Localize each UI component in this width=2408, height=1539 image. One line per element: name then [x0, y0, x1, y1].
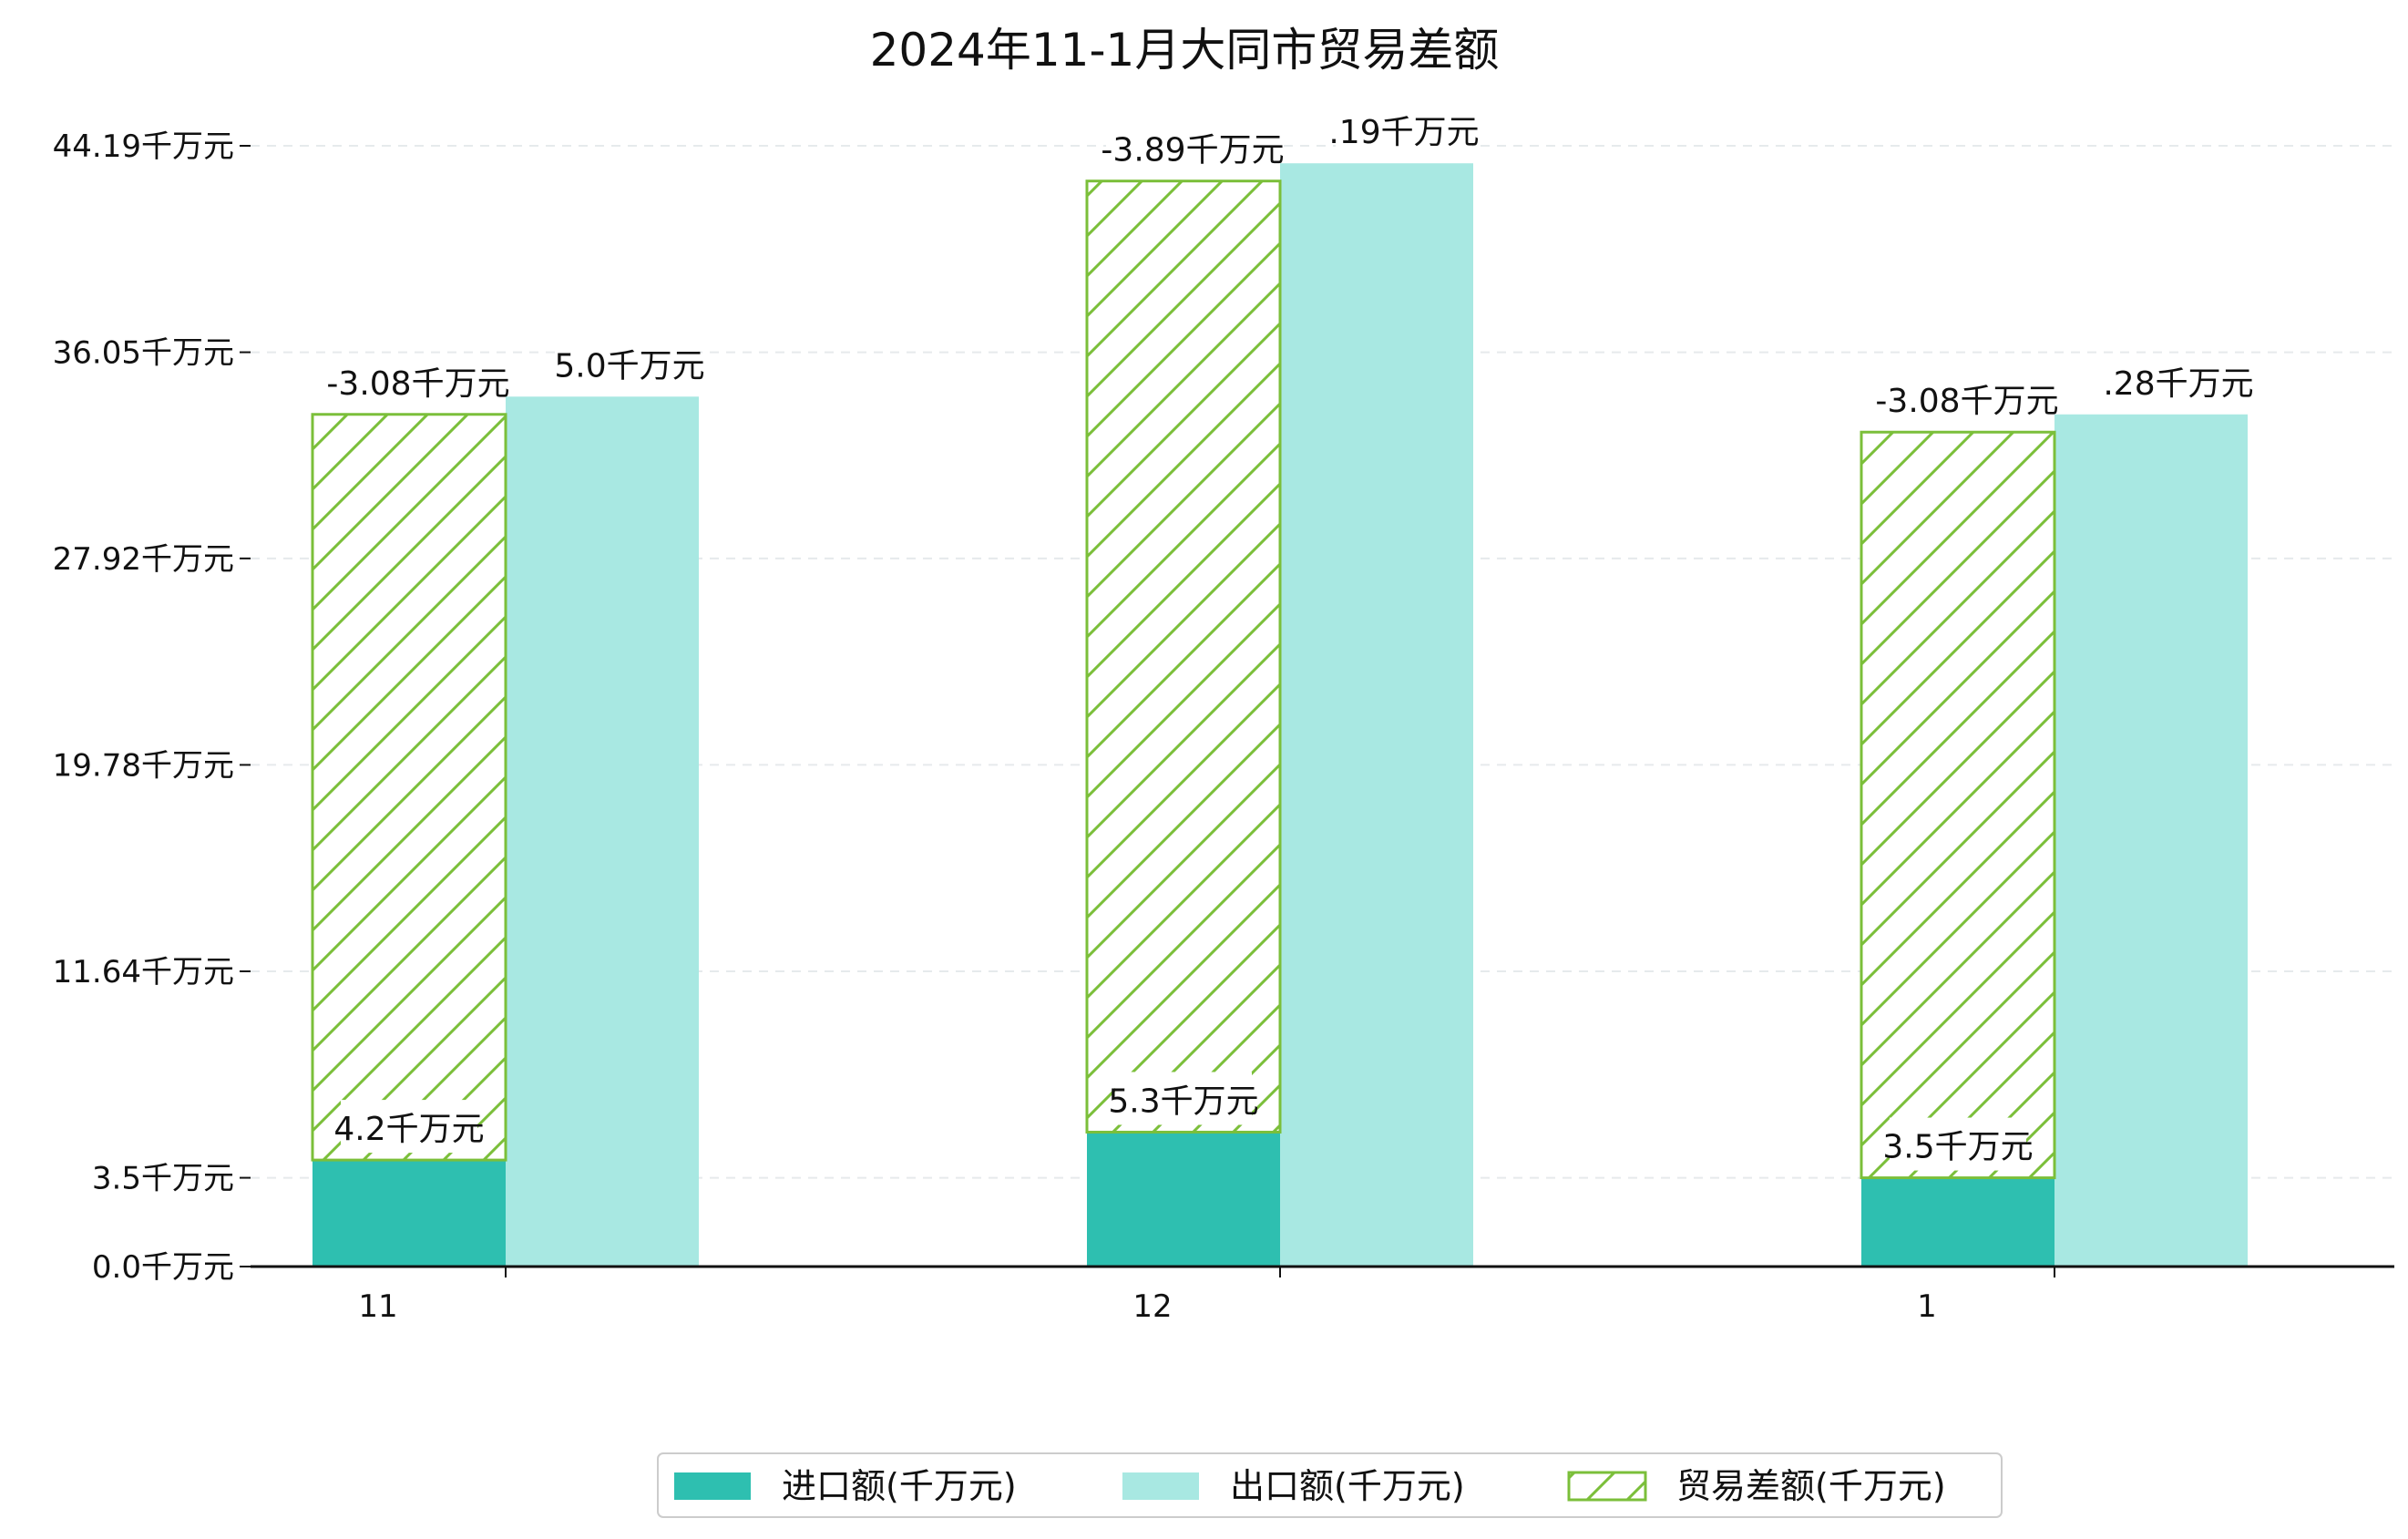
trade-balance-bar: [1860, 430, 2056, 1180]
export-value-label-bg: [561, 336, 698, 390]
legend-export-swatch: [1122, 1472, 1199, 1500]
legend-box: [657, 1452, 2003, 1518]
y-tick-label: 36.05千万元: [53, 335, 234, 372]
export-bar: [506, 396, 699, 1267]
legend-import-label: 进口额(千万元): [782, 1466, 1017, 1506]
import-bar: [1087, 1132, 1280, 1267]
y-tick-label: 27.92千万元: [53, 541, 234, 578]
trade-balance-bar: [311, 413, 507, 1162]
y-tick-label: 3.5千万元: [92, 1161, 234, 1197]
y-tick-label: 44.19千万元: [53, 128, 234, 165]
x-tick-label: 1: [1917, 1288, 1937, 1325]
export-value-label: 5.0千万元: [554, 347, 704, 385]
trade-balance-bar: [1085, 180, 1282, 1134]
legend: 进口额(千万元) 出口额(千万元) 贸易差额(千万元): [657, 1452, 2003, 1518]
export-bar: [1280, 163, 1473, 1267]
export-bar: [2054, 414, 2248, 1267]
chart-title: 2024年11-1月大同市贸易差额: [870, 24, 1500, 77]
y-tick-label: 11.64千万元: [53, 954, 234, 990]
import-bar: [1861, 1177, 2054, 1267]
legend-export-label: 出口额(千万元): [1230, 1466, 1465, 1506]
import-value-label: 4.2千万元: [333, 1111, 484, 1148]
bars: [311, 163, 2248, 1267]
export-value-label-bg: [2110, 354, 2247, 407]
export-value-label: .28千万元: [2103, 365, 2253, 403]
legend-import-swatch: [674, 1472, 751, 1500]
import-bar: [313, 1160, 506, 1267]
trade-balance-value-label-bg: [1880, 372, 2054, 426]
import-value-label-bg: [341, 1100, 477, 1154]
data-labels: 4.2千万元 5.0千万元 -3.08千万元 5.3千万元 .19千万元 -3.89千万元…: [326, 103, 2254, 1171]
trade-balance-value-label-bg: [1106, 120, 1279, 174]
legend-balance-swatch: [1567, 1471, 1647, 1502]
y-tick-label: 0.0千万元: [92, 1249, 234, 1286]
trade-balance-value-label: -3.89千万元: [1101, 132, 1284, 169]
import-value-label-bg: [1890, 1117, 2026, 1171]
y-tick-label: 19.78千万元: [53, 747, 234, 784]
export-value-label-bg: [1336, 103, 1472, 157]
axes: 0.0千万元 3.5千万元 11.64千万元 19.78千万元 27.92千万元 36.0…: [53, 128, 2394, 1325]
legend-balance-label: 贸易差额(千万元): [1676, 1466, 1946, 1506]
trade-balance-value-label: -3.08千万元: [1875, 383, 2058, 420]
x-tick-label: 11: [358, 1288, 397, 1325]
trade-balance-value-label: -3.08千万元: [326, 365, 509, 403]
export-value-label: .19千万元: [1328, 114, 1479, 151]
trade-balance-value-label-bg: [332, 354, 505, 407]
import-value-label: 3.5千万元: [1882, 1129, 2033, 1166]
import-value-label-bg: [1115, 1072, 1252, 1125]
import-value-label: 5.3千万元: [1108, 1082, 1258, 1120]
x-tick-label: 12: [1132, 1288, 1172, 1325]
